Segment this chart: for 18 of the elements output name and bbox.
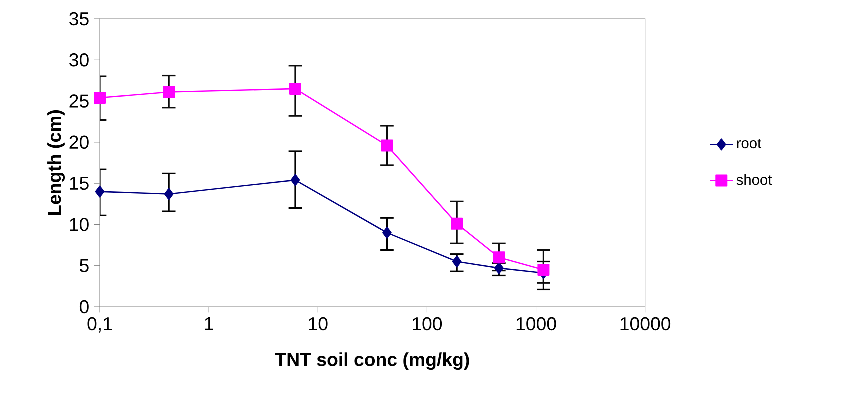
y-tick-label: 35 — [70, 12, 89, 26]
y-tick-label: 30 — [70, 54, 89, 67]
legend-label: shoot — [736, 174, 772, 186]
x-tick-label: 0,1 — [88, 317, 112, 333]
x-axis-title: TNT soil conc (mg/kg) — [275, 352, 470, 370]
x-tick-label: 1 — [205, 317, 214, 330]
x-tick-label: 1000 — [516, 317, 556, 331]
y-tick-label: 10 — [70, 218, 89, 232]
y-tick-label: 5 — [80, 259, 89, 272]
y-axis-title: Length (cm) — [48, 110, 66, 216]
y-tick-label: 15 — [70, 177, 89, 190]
legend-label: root — [737, 138, 762, 149]
x-tick-label: 100 — [413, 317, 442, 331]
x-tick-label: 10000 — [620, 317, 671, 331]
y-tick-label: 0 — [80, 300, 89, 314]
y-tick-label: 25 — [70, 94, 89, 108]
x-tick-label: 10 — [309, 317, 328, 331]
y-tick-label: 20 — [70, 136, 89, 150]
